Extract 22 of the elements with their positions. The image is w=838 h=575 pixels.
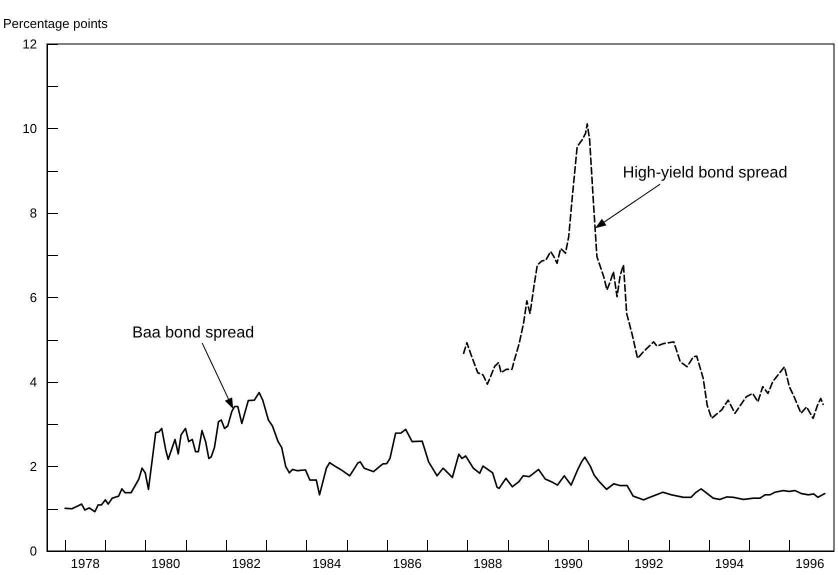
line-series	[64, 392, 826, 513]
y-tick-label: 8	[30, 206, 37, 220]
y-tick-label: 0	[30, 544, 37, 558]
x-tick-label: 1984	[312, 556, 342, 571]
x-tick-label: 1980	[151, 556, 180, 571]
x-tick-label: 1996	[795, 556, 824, 571]
line-series	[462, 123, 824, 420]
y-axis-title: Percentage points	[3, 16, 108, 31]
y-tick-label: 6	[30, 290, 37, 305]
x-tick-label: 1992	[634, 556, 664, 571]
y-tick-label: 4	[30, 374, 37, 390]
y-tick-label: 2	[30, 459, 37, 474]
annotation: Baa bond spread	[132, 324, 254, 342]
x-tick-label: 1978	[70, 556, 100, 571]
x-tick-label: 1988	[473, 556, 502, 571]
y-tick-label: 12	[22, 36, 37, 52]
x-tick-label: 1986	[392, 556, 422, 571]
x-tick-label: 1982	[232, 556, 261, 571]
x-tick-label: 1994	[714, 556, 744, 571]
y-tick-label: 10	[22, 121, 37, 136]
x-tick-label: 1990	[554, 556, 583, 571]
annotation: High-yield bond spread	[622, 164, 788, 182]
